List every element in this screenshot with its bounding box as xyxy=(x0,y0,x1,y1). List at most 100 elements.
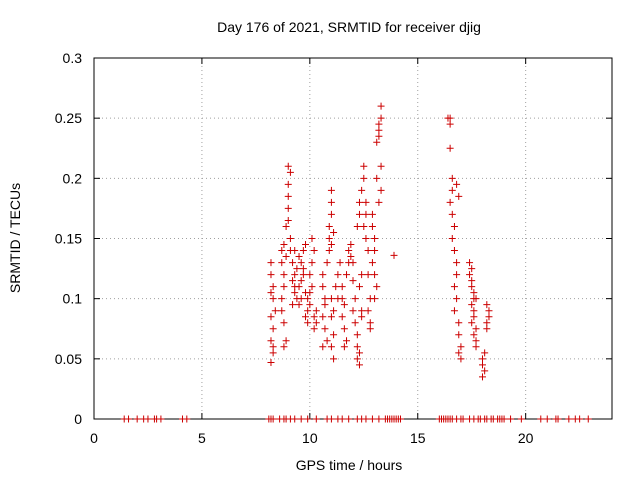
data-point xyxy=(468,277,476,285)
data-point xyxy=(472,343,480,351)
data-point xyxy=(338,415,346,423)
data-point xyxy=(543,415,551,423)
data-point xyxy=(269,349,277,357)
y-tick-label: 0.1 xyxy=(63,291,83,307)
data-point xyxy=(537,415,545,423)
data-point xyxy=(466,259,474,267)
data-point xyxy=(468,283,476,291)
data-point xyxy=(396,415,404,423)
data-point xyxy=(470,331,478,339)
data-point xyxy=(327,198,335,206)
data-point xyxy=(485,307,493,315)
y-axis-label: SRMTID / TECUs xyxy=(7,183,23,293)
data-point xyxy=(330,228,338,236)
data-point xyxy=(304,415,312,423)
data-point xyxy=(375,132,383,140)
data-point xyxy=(144,415,152,423)
data-point xyxy=(481,349,489,357)
data-point xyxy=(271,307,279,315)
data-point xyxy=(377,186,385,194)
data-point xyxy=(459,415,467,423)
data-point xyxy=(338,295,346,303)
data-point xyxy=(306,301,314,309)
data-point xyxy=(483,319,491,327)
data-point xyxy=(453,180,461,188)
data-point xyxy=(282,222,290,230)
data-point xyxy=(291,289,299,297)
data-point xyxy=(453,295,461,303)
data-point xyxy=(319,343,327,351)
data-point xyxy=(362,198,370,206)
data-point xyxy=(366,319,374,327)
data-point xyxy=(371,271,379,279)
data-point xyxy=(347,241,355,249)
data-point xyxy=(366,325,374,333)
data-point xyxy=(327,295,335,303)
x-tick-label: 0 xyxy=(90,430,98,446)
data-point xyxy=(280,283,288,291)
data-point xyxy=(371,247,379,255)
data-point xyxy=(468,265,476,273)
data-point xyxy=(584,415,592,423)
data-point xyxy=(338,313,346,321)
data-point xyxy=(375,198,383,206)
data-point xyxy=(295,301,303,309)
data-point xyxy=(323,259,331,267)
data-point xyxy=(269,343,277,351)
data-point xyxy=(327,415,335,423)
data-point xyxy=(390,251,398,259)
data-point xyxy=(306,289,314,297)
data-point xyxy=(299,265,307,273)
data-point xyxy=(282,253,290,261)
data-point xyxy=(291,247,299,255)
data-point xyxy=(310,313,318,321)
data-point xyxy=(291,415,299,423)
data-point xyxy=(297,259,305,267)
data-point xyxy=(479,361,486,369)
data-point xyxy=(351,295,359,303)
data-point xyxy=(269,415,277,423)
data-point xyxy=(330,331,338,339)
data-point xyxy=(362,235,370,242)
data-point xyxy=(375,126,383,134)
y-tick-label: 0.15 xyxy=(55,231,82,247)
data-point xyxy=(351,319,359,327)
data-point xyxy=(466,271,474,279)
y-axis: 0 0.05 0.1 0.15 0.2 0.25 0.3 xyxy=(55,50,612,427)
data-point xyxy=(302,241,310,249)
data-point xyxy=(448,174,456,182)
data-point xyxy=(450,307,458,315)
data-point xyxy=(267,259,275,267)
data-point xyxy=(507,415,515,423)
data-point xyxy=(479,373,486,381)
data-point xyxy=(293,265,301,273)
data-point xyxy=(267,358,275,366)
data-point xyxy=(327,343,335,351)
data-point xyxy=(289,259,297,267)
data-point xyxy=(364,307,372,315)
data-point xyxy=(345,415,353,423)
data-point xyxy=(448,210,456,218)
data-point xyxy=(325,247,333,255)
data-point xyxy=(472,325,480,333)
data-point xyxy=(455,319,463,327)
data-point xyxy=(470,289,478,297)
x-tick-label: 5 xyxy=(198,430,206,446)
data-point xyxy=(284,162,292,170)
data-point xyxy=(304,295,312,303)
y-tick-label: 0 xyxy=(74,411,82,427)
data-point xyxy=(308,235,316,242)
data-point xyxy=(323,337,331,345)
data-point xyxy=(377,162,385,170)
data-point xyxy=(517,415,525,423)
data-point xyxy=(304,307,312,315)
data-point xyxy=(157,415,165,423)
x-tick-label: 20 xyxy=(518,430,534,446)
data-point xyxy=(312,415,320,423)
data-point xyxy=(368,222,376,230)
data-point xyxy=(133,415,141,423)
data-points xyxy=(120,102,592,423)
data-point xyxy=(453,259,461,267)
data-point xyxy=(278,247,286,255)
data-point xyxy=(358,313,366,321)
